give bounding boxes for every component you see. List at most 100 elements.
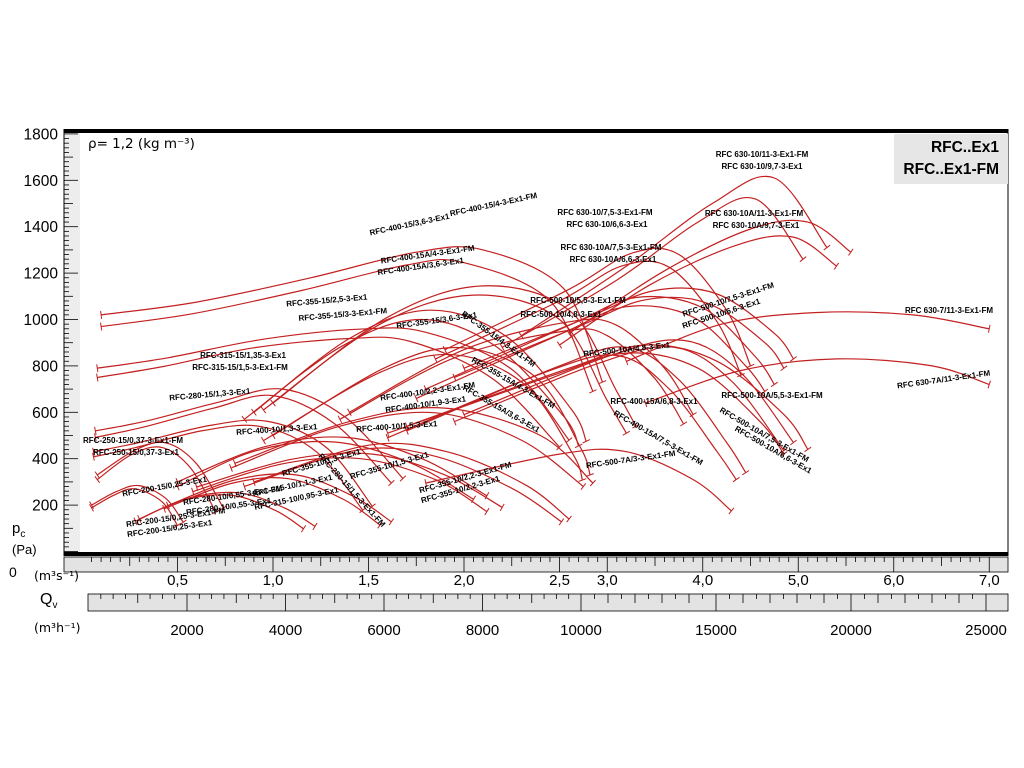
fan-curve	[463, 287, 794, 369]
fan-curve	[96, 441, 224, 509]
fan-curve	[626, 311, 990, 362]
m3h-tick-label: 10000	[560, 622, 602, 639]
fan-curve	[91, 488, 179, 526]
x-axis-m3s-unit: (m³s⁻¹)	[34, 568, 80, 583]
fan-curve	[263, 294, 627, 434]
title-line-2: RFC..Ex1-FM	[903, 160, 999, 178]
curve-label: RFC-500-10/5,5-3-Ex1-FM	[530, 296, 626, 305]
y-tick-label: 800	[32, 358, 58, 375]
curve-label: RFC-400-15/3,6-3-Ex1	[369, 212, 451, 238]
plot-bottom-border	[64, 552, 1008, 556]
fan-curve	[349, 318, 694, 415]
curve-label: RFC-500-10A/7,5-3-Ex1-FM	[718, 406, 811, 465]
curve-label: RFC-315-15/1,5-3-Ex1-FM	[192, 363, 288, 372]
fan-curve	[196, 452, 503, 508]
y-tick-label: 1000	[24, 312, 59, 329]
curve-label: RFC 630-10/11-3-Ex1-FM	[716, 150, 809, 159]
fan-curve	[387, 352, 785, 455]
m3h-tick-label: 8000	[466, 622, 499, 639]
curve-label: RFC-315-15/1,35-3-Ex1	[200, 351, 286, 360]
y-tick-label: 600	[32, 405, 58, 422]
y-tick-label: 200	[32, 498, 58, 515]
x-axis-zero-label: 0	[9, 564, 17, 580]
curve-label: RFC-400-15/4-3-Ex1-FM	[449, 191, 538, 218]
fan-curve	[387, 354, 737, 480]
fan-curve	[406, 344, 809, 450]
m3s-scale-band	[63, 556, 1009, 573]
curve-label: RFC-355-15/3-3-Ex1-FM	[298, 306, 388, 323]
fan-curve	[263, 353, 583, 481]
curve-label: RFC-500-10A/4,8-3-Ex1	[583, 340, 671, 358]
m3h-scale-band	[87, 593, 1009, 612]
y-unit-subscript: c	[20, 529, 26, 540]
fan-curve	[416, 305, 766, 399]
m3s-tick-label: 6,0	[883, 572, 904, 589]
x-axis-m3h-unit: (m³h⁻¹)	[34, 620, 81, 635]
y-axis-tick-labels: 1800 1600 1400 1200 1000 800 600 400 200	[24, 126, 59, 514]
fan-curve	[97, 327, 570, 441]
fan-curve	[93, 419, 373, 507]
fan-curve	[192, 457, 488, 513]
fan-curve	[93, 424, 364, 511]
fan-curve	[95, 388, 404, 479]
m3h-tick-label: 6000	[367, 622, 400, 639]
m3h-tick-label: 2000	[170, 622, 203, 639]
y-tick-label: 1600	[24, 173, 59, 190]
curve-label: RFC-400-15A/6,8-3-Ex1	[610, 397, 698, 406]
fan-curve	[645, 358, 990, 404]
curve-label: RFC-200-15/0,25-3-Ex1	[122, 475, 209, 499]
q-symbol: Q	[40, 591, 53, 608]
fan-curve	[463, 339, 794, 443]
fan-curve	[444, 247, 752, 367]
m3s-tick-label: 5,0	[788, 572, 809, 589]
curve-label: RFC 630-10A/11-3-Ex1-FM	[705, 209, 804, 218]
curve-label: RFC 630-7/11-3-Ex1-FM	[905, 306, 993, 315]
curve-label: RFC-250-15/0,37-3-Ex1	[93, 448, 179, 457]
fan-curve	[520, 175, 828, 337]
y-tick-label: 400	[32, 451, 58, 468]
fan-curve	[568, 219, 852, 334]
m3s-tick-label: 4,0	[692, 572, 713, 589]
curve-label: RFC-400-10/1,5-3-Ex1	[356, 419, 438, 434]
m3h-scale-ticks	[100, 594, 987, 611]
fan-curve	[272, 346, 591, 476]
density-annotation: ρ= 1,2 (kg m⁻³)	[88, 136, 195, 152]
m3s-tick-label: 1,5	[358, 572, 379, 589]
curve-label: RFC-250-15/0,37-3-Ex1-FM	[83, 436, 183, 445]
fan-curve	[91, 484, 184, 523]
curve-label: RFC 630-10/6,6-3-Ex1	[567, 220, 648, 229]
fan-curve	[435, 260, 742, 376]
y-unit-symbol: p	[12, 520, 21, 537]
fan-curve	[97, 336, 560, 448]
curve-label: RFC-500-7A/3-3-Ex1-FM	[585, 449, 676, 471]
curve-label: RFC 630-10A/9,7-3-Ex1	[713, 221, 800, 230]
title-line-1: RFC..Ex1	[930, 139, 999, 156]
y-tick-label: 1200	[24, 266, 59, 283]
fan-curve	[454, 296, 785, 379]
fan-curve	[253, 309, 587, 442]
fan-curve	[177, 436, 488, 497]
fan-curve	[244, 447, 562, 523]
fan-curve	[95, 394, 392, 484]
m3s-tick-label: 0,5	[167, 572, 188, 589]
fan-curve	[243, 318, 580, 447]
curve-label: RFC-500-10/4,8-3-Ex1	[520, 310, 602, 319]
fan-curve	[425, 295, 775, 390]
m3s-tick-label: 1,0	[263, 572, 284, 589]
m3h-tick-label: 25000	[965, 622, 1007, 639]
fan-curve	[101, 258, 594, 392]
density-text: ρ= 1,2 (kg m⁻³)	[88, 136, 195, 152]
m3s-scale-labels: 0,5 1,0 1,5 2,0 2,5 3,0 4,0 5,0 6,0 7,0	[167, 572, 1000, 589]
fan-curve	[501, 197, 804, 348]
curve-label: RFC-500-10A/6,6-3-Ex1	[733, 424, 813, 476]
curve-label: RFC-500-10A/5,5-3-Ex1-FM	[721, 391, 823, 400]
fan-curve	[101, 246, 604, 383]
fan-curve	[177, 440, 474, 500]
m3s-tick-label: 7,0	[979, 572, 1000, 589]
fan-curve	[234, 407, 594, 484]
m3s-scale-ticks	[91, 557, 990, 572]
curve-label: RFC 630-10/9,7-3-Ex1	[722, 162, 803, 171]
chart-title-box: RFC..Ex1 RFC..Ex1-FM	[894, 134, 1008, 185]
curve-label: RFC 630-10/7,5-3-Ex1-FM	[557, 208, 652, 217]
